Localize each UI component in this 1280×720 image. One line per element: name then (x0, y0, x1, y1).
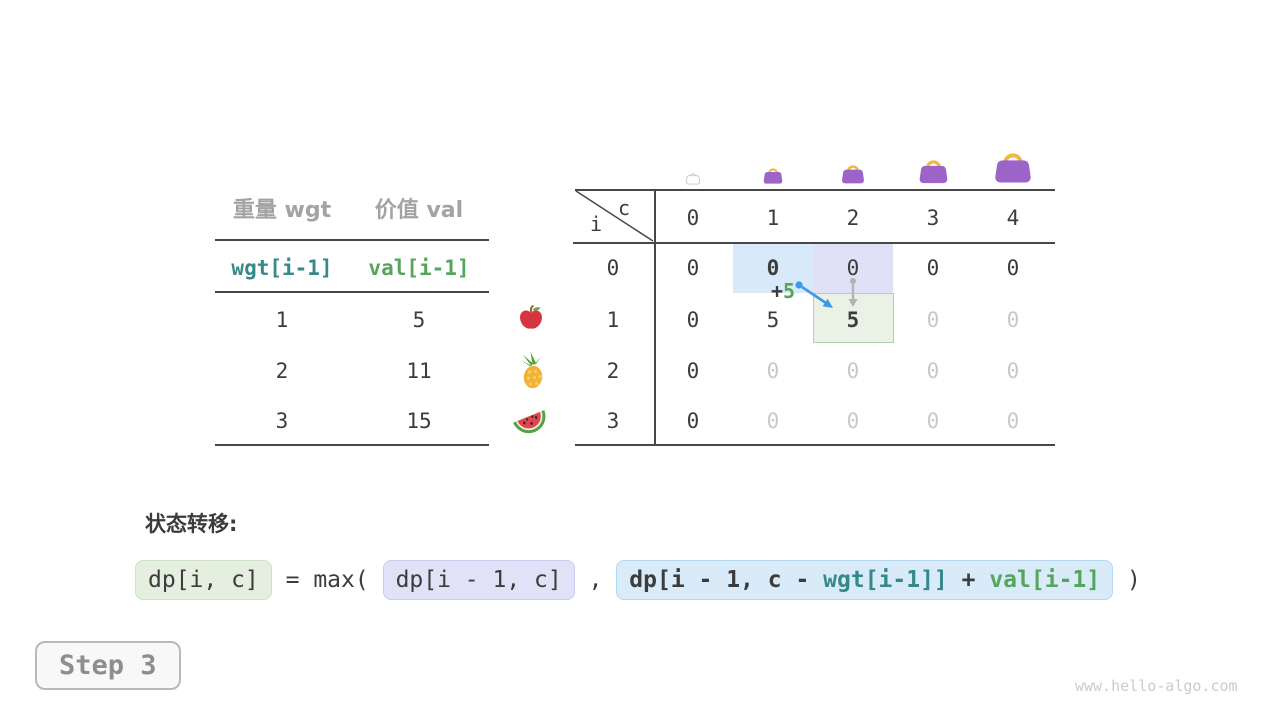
items-header-wgt: wgt[i-1] (231, 256, 333, 280)
hint-add-value: 5 (783, 279, 796, 303)
item-3-value: 15 (406, 409, 432, 433)
dp-cell-3-0: 0 (686, 409, 700, 433)
dp-cell-0-1: 0 (766, 256, 780, 280)
items-header-val: val[i-1] (368, 256, 470, 280)
items-table-rule-bottom (215, 444, 489, 446)
dp-row-header-2: 2 (606, 359, 620, 383)
watermelon-icon (513, 410, 546, 434)
step-button[interactable]: Step 3 (35, 641, 181, 690)
dp-col-header-2: 2 (846, 206, 860, 230)
formula-eq-max: = max( (271, 567, 383, 593)
dp-col-header-3: 3 (926, 206, 940, 230)
dp-rule-header (573, 242, 1055, 244)
transition-formula: dp[i, c] = max( dp[i - 1, c] , dp[i - 1,… (135, 560, 1141, 600)
items-col-weight-title: 重量 wgt (232, 198, 332, 223)
item-1-value: 5 (412, 308, 426, 332)
item-1-weight: 1 (275, 308, 289, 332)
formula-close-paren: ) (1113, 567, 1141, 593)
items-col-value-title: 价值 val (374, 198, 464, 223)
dp-row-header-0: 0 (606, 256, 620, 280)
dp-cell-1-0: 0 (686, 308, 700, 332)
formula-arg2-val: val[i-1] (989, 567, 1101, 593)
dp-cell-3-3: 0 (926, 409, 940, 433)
formula-lhs-token: dp[i, c] (135, 560, 272, 600)
transition-add-hint: +5 (755, 278, 811, 304)
transition-section-label: 状态转移: (145, 512, 238, 536)
pineapple-icon (520, 352, 543, 389)
handbag-medium-icon (840, 165, 866, 185)
dp-row-header-3: 3 (606, 409, 620, 433)
handbag-small-icon (762, 168, 784, 185)
item-3-weight: 3 (275, 409, 289, 433)
dp-cell-0-4: 0 (1006, 256, 1020, 280)
formula-arg1-token: dp[i - 1, c] (382, 560, 575, 600)
dp-col-header-1: 1 (766, 206, 780, 230)
dp-cell-3-2: 0 (846, 409, 860, 433)
dp-col-header-0: 0 (686, 206, 700, 230)
dp-cell-2-3: 0 (926, 359, 940, 383)
dp-cell-1-4: 0 (1006, 308, 1020, 332)
formula-arg2-token: dp[i - 1, c - wgt[i-1]] + val[i-1] (616, 560, 1114, 600)
dp-rule-bottom (575, 444, 1055, 446)
dp-row-header-1: 1 (606, 308, 620, 332)
dp-cell-2-0: 0 (686, 359, 700, 383)
item-2-weight: 2 (275, 359, 289, 383)
items-table-rule-mid (215, 291, 489, 293)
dp-cell-2-1: 0 (766, 359, 780, 383)
site-watermark: www.hello-algo.com (1075, 677, 1238, 695)
items-table-rule-top (215, 239, 489, 241)
dp-col-header-4: 4 (1006, 206, 1020, 230)
dp-cell-1-1: 5 (766, 308, 780, 332)
dp-cell-0-2: 0 (846, 256, 860, 280)
item-2-value: 11 (406, 359, 432, 383)
dp-cell-3-1: 0 (766, 409, 780, 433)
handbag-xlarge-icon (993, 153, 1033, 185)
handbag-empty-icon (685, 173, 701, 185)
formula-arg2-wgt: wgt[i-1]] (823, 567, 948, 593)
formula-arg2-prefix: dp[i - 1, c - (629, 567, 824, 593)
dp-cell-0-0: 0 (686, 256, 700, 280)
dp-cell-1-2: 5 (846, 308, 860, 332)
formula-arg2-plus: + (947, 567, 990, 593)
dp-rule-vertical (654, 189, 656, 446)
formula-comma: , (574, 567, 617, 593)
dp-cell-2-4: 0 (1006, 359, 1020, 383)
dp-corner-row-label: i (589, 212, 603, 236)
dp-cell-1-3: 0 (926, 308, 940, 332)
dp-corner-col-label: c (617, 196, 631, 220)
dp-cell-3-4: 0 (1006, 409, 1020, 433)
apple-icon (520, 305, 542, 329)
dp-rule-top (575, 189, 1055, 191)
dp-cell-0-3: 0 (926, 256, 940, 280)
dp-cell-2-2: 0 (846, 359, 860, 383)
hint-plus-sign: + (770, 279, 783, 303)
handbag-large-icon (918, 160, 949, 185)
